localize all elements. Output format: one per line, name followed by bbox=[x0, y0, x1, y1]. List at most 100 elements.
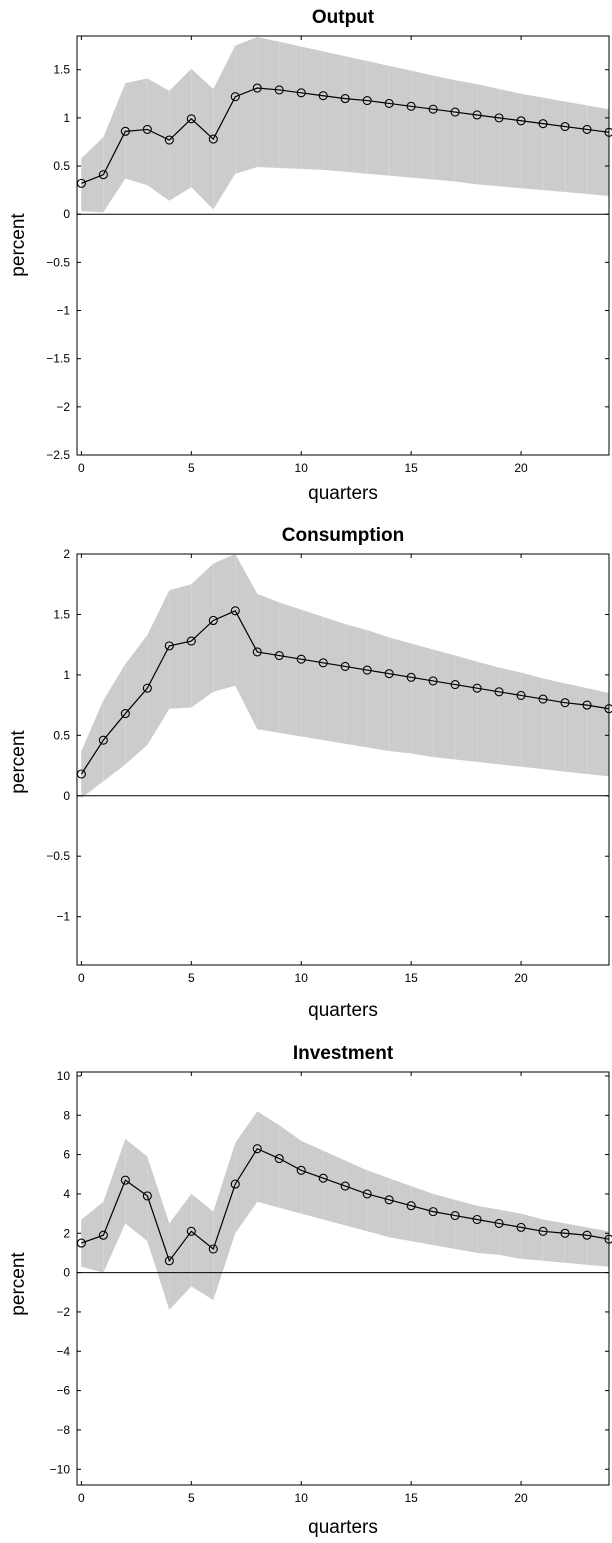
data-point bbox=[362, 95, 372, 106]
data-point bbox=[428, 1207, 438, 1217]
y-tick-label: −1 bbox=[56, 304, 70, 318]
data-point bbox=[142, 683, 152, 693]
x-tick-label: 10 bbox=[295, 1491, 309, 1505]
y-tick-label: −8 bbox=[56, 1423, 70, 1437]
consumption-panel: Consumption percent quarters −1 −0.5 0 0.5 1… bbox=[8, 525, 612, 1021]
y-axis-label: percent bbox=[8, 730, 29, 794]
y-tick-label: −4 bbox=[56, 1344, 70, 1358]
data-point bbox=[230, 606, 240, 616]
x-tick-label: 15 bbox=[404, 1491, 418, 1505]
data-point bbox=[516, 116, 526, 126]
data-point bbox=[494, 1218, 504, 1228]
plot-area: −2.5 −2 −1.5 −1 −0.5 0 0.5 1 1.5 0 5 10 15 20 bbox=[46, 35, 612, 475]
x-tick-label: 20 bbox=[514, 971, 528, 985]
data-point bbox=[120, 709, 130, 719]
x-tick-label: 20 bbox=[514, 461, 528, 475]
y-tick-label: 2 bbox=[63, 1226, 70, 1240]
data-point bbox=[186, 114, 196, 124]
y-axis-label: percent bbox=[8, 213, 29, 277]
data-point bbox=[582, 1230, 592, 1240]
y-tick-label: 4 bbox=[63, 1187, 70, 1201]
data-point bbox=[318, 91, 328, 101]
y-tick-label: 0 bbox=[63, 207, 70, 221]
data-point bbox=[428, 676, 438, 686]
data-point bbox=[604, 1234, 612, 1244]
data-point bbox=[76, 769, 86, 779]
data-point bbox=[582, 700, 592, 710]
x-tick-label: 20 bbox=[514, 1491, 528, 1505]
data-point bbox=[296, 1165, 306, 1175]
y-tick-label: 10 bbox=[57, 1069, 71, 1083]
x-tick-label: 5 bbox=[188, 971, 195, 985]
data-point bbox=[472, 683, 482, 693]
chart-title: Consumption bbox=[282, 525, 404, 546]
data-point bbox=[164, 1256, 174, 1266]
series-line bbox=[80, 610, 610, 775]
data-point bbox=[384, 98, 394, 108]
investment-panel: Investment percent quarters −10 −8 −6 −4 −2 0… bbox=[8, 1043, 612, 1538]
y-tick-label: 0 bbox=[63, 1266, 70, 1280]
data-point bbox=[362, 665, 372, 675]
data-point bbox=[318, 658, 328, 668]
data-point bbox=[164, 641, 174, 651]
data-point bbox=[516, 690, 526, 700]
data-point bbox=[384, 669, 394, 679]
data-point bbox=[340, 1181, 350, 1191]
y-tick-label: −2 bbox=[56, 1305, 70, 1319]
y-tick-label: 8 bbox=[63, 1108, 70, 1122]
x-tick-label: 0 bbox=[78, 1491, 85, 1505]
series-line bbox=[81, 1147, 610, 1263]
y-tick-label: 0 bbox=[63, 789, 70, 803]
data-point bbox=[340, 661, 350, 671]
data-point bbox=[450, 680, 460, 690]
chart-title: Investment bbox=[293, 1043, 394, 1064]
data-point bbox=[538, 1226, 548, 1236]
data-point bbox=[208, 1244, 218, 1254]
y-tick-label: 1.5 bbox=[53, 607, 70, 621]
data-point bbox=[252, 83, 262, 93]
plot-frame bbox=[76, 35, 610, 456]
data-point bbox=[384, 1195, 394, 1205]
data-point bbox=[450, 1211, 460, 1221]
data-point bbox=[340, 94, 350, 104]
data-point bbox=[252, 1144, 262, 1154]
data-point bbox=[208, 134, 218, 144]
y-tick-label: 1.5 bbox=[53, 63, 70, 77]
chart-title: Output bbox=[312, 7, 375, 28]
data-point bbox=[538, 119, 548, 129]
data-point bbox=[142, 124, 152, 134]
y-tick-label: −1 bbox=[56, 910, 70, 924]
data-point bbox=[186, 636, 196, 646]
data-point bbox=[560, 698, 570, 708]
data-point bbox=[362, 1189, 372, 1199]
data-point bbox=[120, 1175, 130, 1185]
data-point bbox=[582, 124, 592, 134]
x-tick-label: 0 bbox=[78, 971, 85, 985]
data-point bbox=[472, 110, 482, 120]
data-point bbox=[230, 92, 240, 102]
data-point bbox=[76, 1238, 86, 1248]
y-tick-label: −1.5 bbox=[46, 352, 70, 366]
data-point bbox=[516, 1222, 526, 1232]
data-point bbox=[98, 170, 108, 180]
data-point bbox=[494, 687, 504, 697]
data-point bbox=[296, 654, 306, 664]
x-axis-label: quarters bbox=[308, 483, 378, 504]
y-axis-label: percent bbox=[8, 1252, 29, 1316]
x-axis-label: quarters bbox=[308, 1000, 378, 1021]
plot-frame bbox=[76, 1071, 610, 1486]
y-tick-label: −2 bbox=[56, 400, 70, 414]
data-point bbox=[472, 1214, 482, 1225]
data-point bbox=[296, 88, 306, 98]
data-point bbox=[494, 113, 504, 123]
x-tick-label: 10 bbox=[295, 971, 309, 985]
x-tick-label: 15 bbox=[404, 971, 418, 985]
data-point bbox=[98, 735, 108, 745]
plot-frame bbox=[76, 553, 610, 966]
x-tick-label: 10 bbox=[295, 461, 309, 475]
data-point bbox=[208, 615, 218, 626]
x-tick-label: 15 bbox=[404, 461, 418, 475]
y-tick-label: −6 bbox=[56, 1384, 70, 1398]
series-line bbox=[81, 87, 610, 184]
